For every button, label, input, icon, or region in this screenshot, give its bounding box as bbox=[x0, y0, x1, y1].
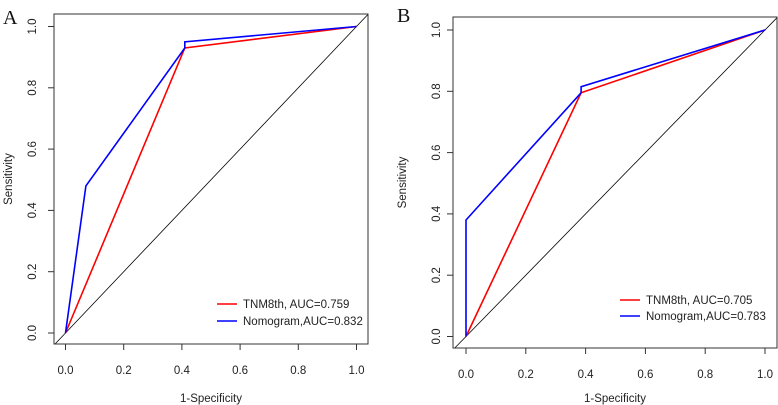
x-tick-label: 0.6 bbox=[232, 365, 248, 377]
y-tick-label: 0.6 bbox=[27, 141, 39, 157]
x-tick-label: 0.8 bbox=[697, 369, 713, 381]
x-axis-title: 1-Specificity bbox=[584, 393, 646, 405]
x-tick-label: 1.0 bbox=[349, 365, 365, 377]
legend-label: Nomogram,AUC=0.783 bbox=[646, 311, 766, 323]
y-tick-label: 0.4 bbox=[27, 202, 39, 219]
reference-diagonal bbox=[54, 14, 369, 345]
y-tick-label: 0.8 bbox=[431, 83, 443, 99]
y-tick-label: 1.0 bbox=[27, 19, 39, 35]
x-tick-label: 0.2 bbox=[518, 369, 534, 381]
x-tick-label: 1.0 bbox=[757, 369, 773, 381]
y-tick-label: 1.0 bbox=[431, 22, 443, 38]
x-tick-label: 0.0 bbox=[458, 369, 474, 381]
legend-label: TNM8th, AUC=0.705 bbox=[646, 295, 752, 307]
y-tick-label: 0.2 bbox=[27, 264, 39, 280]
x-tick-label: 0.6 bbox=[637, 369, 653, 381]
y-tick-label: 0.8 bbox=[27, 80, 39, 96]
x-axis-title: 1-Specificity bbox=[180, 393, 242, 405]
y-tick-label: 0.4 bbox=[431, 205, 443, 222]
y-tick-label: 0.0 bbox=[27, 325, 39, 341]
y-tick-label: 0.2 bbox=[431, 267, 443, 283]
legend-label: TNM8th, AUC=0.759 bbox=[243, 299, 349, 311]
panel-label: A bbox=[3, 7, 18, 29]
x-tick-label: 0.8 bbox=[290, 365, 306, 377]
roc-curve-nomogram bbox=[64, 25, 357, 334]
legend-label: Nomogram,AUC=0.832 bbox=[243, 316, 363, 328]
x-tick-label: 0.4 bbox=[174, 365, 191, 377]
plot-frame bbox=[53, 13, 369, 345]
reference-diagonal bbox=[454, 17, 778, 349]
panel-label: B bbox=[397, 5, 410, 27]
y-tick-label: 0.6 bbox=[431, 145, 443, 161]
x-tick-label: 0.2 bbox=[116, 365, 132, 377]
plot-frame bbox=[452, 16, 778, 349]
y-axis-title: Sensitivity bbox=[397, 156, 409, 208]
x-tick-label: 0.4 bbox=[578, 369, 595, 381]
x-tick-label: 0.0 bbox=[58, 365, 74, 377]
roc-curve-nomogram bbox=[465, 29, 766, 337]
y-tick-label: 0.0 bbox=[431, 329, 443, 345]
y-axis-title: Sensitivity bbox=[3, 153, 15, 205]
